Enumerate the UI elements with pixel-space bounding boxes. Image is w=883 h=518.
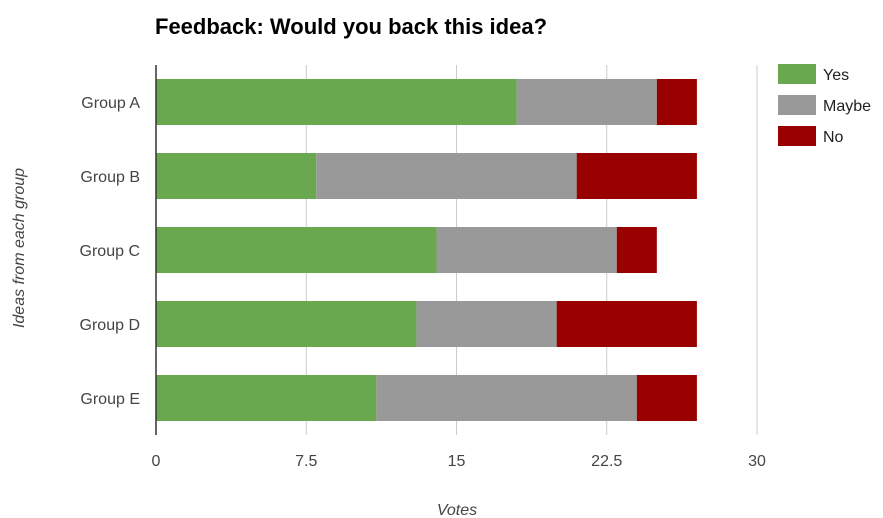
- bar-group-d-yes: [156, 301, 417, 347]
- legend-swatch-no: [778, 126, 816, 146]
- y-tick-label: Group C: [80, 243, 140, 260]
- legend: Yes Maybe No: [778, 64, 871, 146]
- x-tick-labels: 0 7.5 15 22.5 30: [152, 453, 766, 470]
- chart-title: Feedback: Would you back this idea?: [155, 14, 547, 39]
- x-axis-title: Votes: [437, 502, 477, 518]
- bars: [156, 79, 697, 421]
- bar-group-a-no: [656, 79, 697, 125]
- x-tick-label: 7.5: [295, 453, 317, 470]
- legend-swatch-maybe: [778, 95, 816, 115]
- bar-group-a-maybe: [516, 79, 657, 125]
- bar-group-b-yes: [156, 153, 317, 199]
- bar-group-d-maybe: [416, 301, 557, 347]
- bar-group-e-yes: [156, 375, 377, 421]
- legend-label-yes: Yes: [823, 67, 849, 84]
- bar-group-b-no: [576, 153, 697, 199]
- y-axis-title: Ideas from each group: [11, 168, 28, 328]
- x-tick-label: 30: [748, 453, 766, 470]
- bar-group-c-yes: [156, 227, 437, 273]
- bar-group-d-no: [556, 301, 697, 347]
- bar-group-e-no: [636, 375, 697, 421]
- bar-group-c-no: [616, 227, 657, 273]
- x-tick-label: 15: [448, 453, 466, 470]
- bar-group-b-maybe: [316, 153, 577, 199]
- x-tick-label: 22.5: [591, 453, 622, 470]
- legend-label-no: No: [823, 129, 844, 146]
- y-tick-label: Group E: [80, 391, 140, 408]
- y-tick-label: Group D: [80, 317, 140, 334]
- bar-group-e-maybe: [376, 375, 637, 421]
- y-tick-label: Group A: [81, 95, 140, 112]
- x-tick-label: 0: [152, 453, 161, 470]
- legend-swatch-yes: [778, 64, 816, 84]
- legend-label-maybe: Maybe: [823, 98, 871, 115]
- y-tick-labels: Group A Group B Group C Group D Group E: [80, 95, 141, 408]
- y-tick-label: Group B: [80, 169, 140, 186]
- bar-group-c-maybe: [436, 227, 617, 273]
- bar-group-a-yes: [156, 79, 517, 125]
